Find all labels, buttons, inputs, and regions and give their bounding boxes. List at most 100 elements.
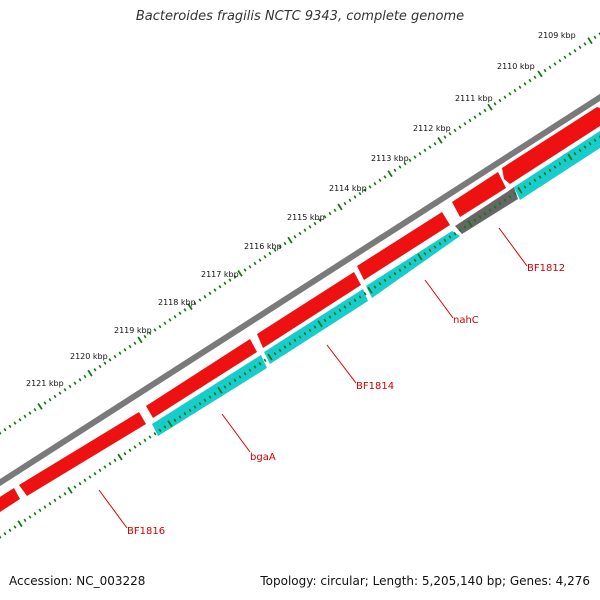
minor-tick xyxy=(288,341,292,346)
forward-cds-segment xyxy=(0,488,20,512)
forward-cds-segment xyxy=(357,212,450,280)
minor-tick xyxy=(468,118,472,123)
minor-tick xyxy=(413,155,417,159)
gene-label-leader xyxy=(221,413,251,453)
major-tick xyxy=(567,153,573,161)
minor-tick xyxy=(403,161,407,166)
minor-tick xyxy=(3,427,7,432)
major-tick xyxy=(117,453,123,461)
minor-tick xyxy=(118,351,122,355)
minor-tick xyxy=(133,341,137,345)
minor-tick xyxy=(358,295,362,299)
minor-tick xyxy=(243,268,247,272)
minor-tick xyxy=(353,298,357,303)
minor-tick xyxy=(393,271,397,276)
minor-tick xyxy=(353,195,357,199)
minor-tick xyxy=(553,165,557,169)
minor-tick xyxy=(493,205,497,209)
major-tick xyxy=(437,137,443,144)
reverse-cds-segment xyxy=(152,355,267,436)
minor-tick xyxy=(443,238,447,243)
gene-label-leader xyxy=(98,489,128,529)
minor-tick xyxy=(538,175,542,179)
minor-tick xyxy=(593,138,597,143)
minor-tick xyxy=(243,371,247,376)
minor-tick xyxy=(233,275,237,279)
minor-tick xyxy=(258,361,262,366)
minor-tick xyxy=(443,135,447,139)
minor-tick xyxy=(293,235,297,239)
minor-tick xyxy=(173,314,177,319)
minor-tick xyxy=(473,115,477,119)
minor-tick xyxy=(398,268,402,273)
major-tick xyxy=(137,336,143,344)
minor-tick xyxy=(358,191,362,196)
minor-tick xyxy=(33,511,37,516)
minor-tick xyxy=(298,335,302,339)
minor-tick xyxy=(253,261,257,266)
minor-tick xyxy=(143,334,147,339)
major-tick xyxy=(17,520,23,528)
minor-tick xyxy=(178,415,182,419)
minor-tick xyxy=(193,301,197,306)
gene-label-bf1816: BF1816 xyxy=(127,526,165,537)
minor-tick xyxy=(28,411,32,415)
minor-tick xyxy=(568,52,572,56)
major-tick xyxy=(287,236,293,244)
minor-tick xyxy=(488,208,492,213)
minor-tick xyxy=(263,255,267,259)
minor-tick xyxy=(418,152,422,156)
minor-tick xyxy=(158,428,162,433)
minor-tick xyxy=(383,278,387,283)
minor-tick xyxy=(103,465,107,469)
minor-tick xyxy=(148,435,152,439)
minor-tick xyxy=(378,281,382,286)
minor-tick xyxy=(158,324,162,329)
minor-tick xyxy=(338,308,342,313)
minor-tick xyxy=(438,241,442,246)
other-feature-segment xyxy=(455,187,518,234)
minor-tick xyxy=(123,348,127,352)
minor-tick xyxy=(198,401,202,406)
gene-label-bf1814: BF1814 xyxy=(356,381,394,392)
minor-tick xyxy=(228,381,232,386)
minor-tick xyxy=(273,351,277,356)
minor-tick xyxy=(523,185,527,189)
minor-tick xyxy=(508,92,512,96)
gene-label-leader xyxy=(326,344,357,384)
minor-tick xyxy=(413,258,417,263)
minor-tick xyxy=(48,501,52,506)
reverse-cds-segment xyxy=(264,289,368,364)
minor-tick xyxy=(273,248,277,252)
major-tick xyxy=(37,403,43,410)
minor-tick xyxy=(73,485,77,489)
minor-tick xyxy=(328,315,332,319)
minor-tick xyxy=(123,451,127,456)
minor-tick xyxy=(153,328,157,332)
minor-tick xyxy=(403,265,407,269)
minor-tick xyxy=(583,42,587,46)
major-tick xyxy=(467,220,473,228)
minor-tick xyxy=(143,438,147,443)
minor-tick xyxy=(68,384,72,389)
forward-cds-segment xyxy=(452,172,506,217)
gene-label-bgaa: bgaA xyxy=(250,452,276,463)
gene-label-bf1812: BF1812 xyxy=(527,263,565,274)
minor-tick xyxy=(98,364,102,369)
minor-tick xyxy=(433,245,437,249)
minor-tick xyxy=(298,231,302,236)
minor-tick xyxy=(508,195,512,199)
minor-tick xyxy=(308,328,312,333)
minor-tick xyxy=(573,48,577,53)
minor-tick xyxy=(58,495,62,499)
minor-tick xyxy=(408,261,412,266)
minor-tick xyxy=(563,55,567,59)
tick-label: 2113 kbp xyxy=(371,154,409,163)
minor-tick xyxy=(473,218,477,223)
tick-label: 2115 kbp xyxy=(287,213,325,222)
minor-tick xyxy=(463,122,467,126)
minor-tick xyxy=(78,378,82,382)
minor-tick xyxy=(498,201,502,206)
outer-tick-track xyxy=(0,32,600,435)
